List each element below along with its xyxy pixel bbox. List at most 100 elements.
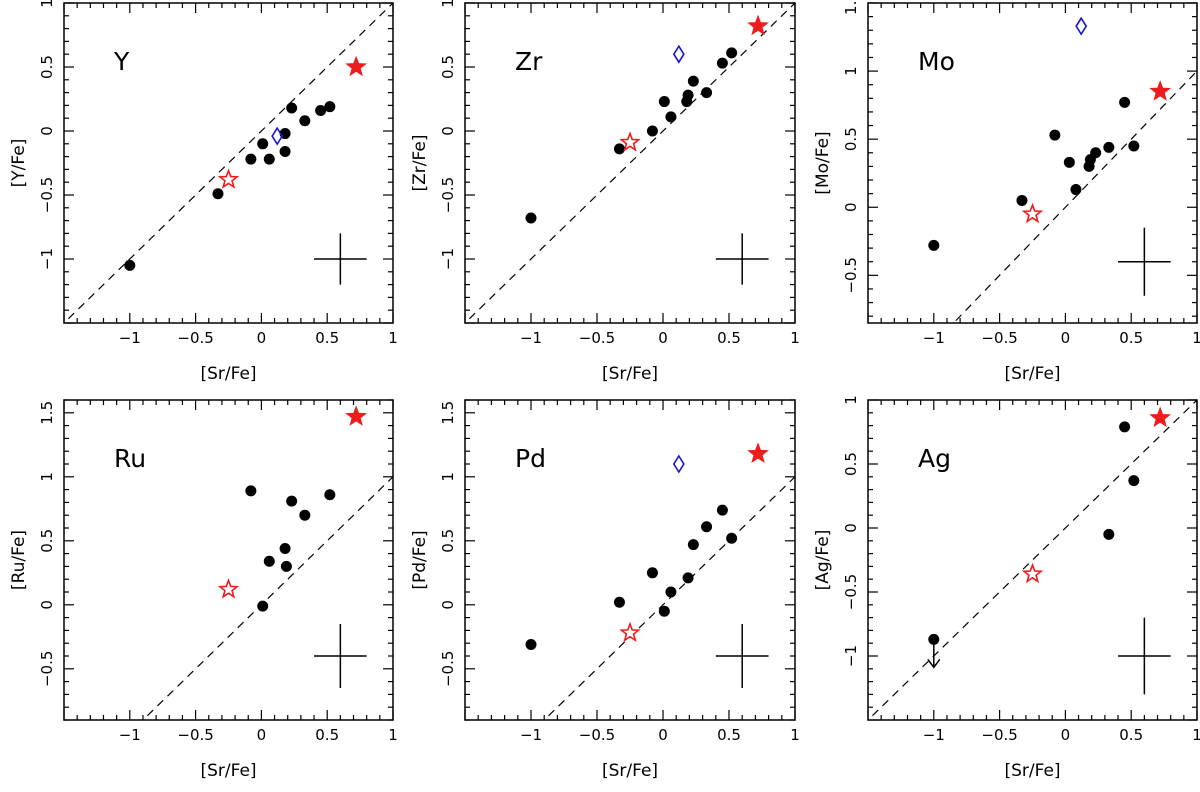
x-tick-label: −1 [923, 329, 945, 347]
data-point [658, 96, 670, 108]
open-star-point [619, 131, 641, 152]
x-tick-label: 0.5 [1119, 329, 1143, 347]
panel-ag: −1 −0.5 0 0.5 1 −1 −0.5 0 0.5 1 [Sr/Fe] [Ag/Fe] Ag [813, 395, 1200, 781]
x-axis-label: [Sr/Fe] [602, 364, 658, 384]
y-axis-label: [Mo/Fe] [813, 131, 833, 194]
x-tick-label: −0.5 [981, 329, 1017, 347]
x-tick-label: 1 [1192, 726, 1200, 744]
data-point [1103, 141, 1115, 153]
y-tick-label: 1 [38, 0, 56, 8]
error-bar [715, 233, 769, 285]
data-point [315, 105, 327, 117]
plot-frame [464, 2, 796, 324]
x-tick-label: 0 [257, 329, 267, 347]
filled-star-point [747, 442, 769, 464]
x-tick-label: 1 [388, 726, 398, 744]
panel-zr: −1 −0.5 0 0.5 1 −1 −0.5 0 0.5 1 [Sr/Fe] [Zr/Fe] Zr [410, 0, 800, 384]
data-point [324, 101, 336, 113]
x-axis-label: [Sr/Fe] [200, 364, 256, 384]
panel-y: −1 −0.5 0 0.5 1 −1 −0.5 0 0.5 1 [Sr/Fe] [Y/Fe] Y [9, 0, 398, 384]
x-axis-label: [Sr/Fe] [1004, 364, 1060, 384]
filled-star-point [1149, 80, 1172, 101]
data-point [646, 567, 658, 579]
y-tick-label: −1 [842, 645, 860, 667]
data-point [286, 495, 298, 507]
data-point [687, 539, 699, 551]
data-point [1119, 96, 1131, 108]
y-axis-label: [Pd/Fe] [410, 530, 430, 589]
panel-ru: −1 −0.5 0 0.5 1 −0.5 0 0.5 1 1.5 [Sr/Fe] [Ru/Fe] Ru [9, 399, 398, 781]
y-tick-label: 0 [439, 126, 457, 136]
data-point [212, 188, 224, 200]
data-point [665, 111, 677, 123]
x-tick-label: 0.5 [315, 726, 339, 744]
y-tick-label: −0.5 [439, 651, 457, 687]
data-point [279, 542, 291, 554]
one-to-one-line [868, 400, 1197, 720]
data-point [682, 89, 694, 101]
plot-frame [63, 2, 394, 324]
data-point [1070, 184, 1082, 196]
data-point [716, 504, 728, 516]
y-tick-label: 0 [842, 202, 860, 212]
y-tick-label: 1.5 [842, 0, 860, 15]
data-point [324, 489, 336, 501]
y-tick-label: 0.5 [439, 529, 457, 553]
y-tick-label: 1 [38, 472, 56, 482]
data-point [1103, 528, 1115, 540]
data-point [613, 143, 625, 155]
error-bar [715, 624, 769, 688]
y-axis-label: [Ag/Fe] [813, 530, 833, 591]
x-axis-label: [Sr/Fe] [200, 761, 256, 781]
y-tick-label: 1.5 [38, 401, 56, 425]
y-tick-label: −0.5 [842, 257, 860, 293]
data-point [257, 600, 269, 612]
y-tick-label: 0.5 [38, 55, 56, 79]
y-axis-label: [Y/Fe] [9, 139, 29, 188]
x-tick-label: 0.5 [1119, 726, 1143, 744]
filled-star-point [747, 14, 769, 36]
x-tick-label: 0 [1061, 329, 1071, 347]
panel-label: Y [113, 47, 130, 76]
panel-label: Mo [918, 47, 955, 76]
panel-pd: −1 −0.5 0 0.5 1 −0.5 0 0.5 1 1.5 [Sr/Fe] [Pd/Fe] Pd [410, 399, 800, 781]
data-point [257, 138, 269, 150]
data-point [701, 87, 713, 99]
data-point [928, 239, 940, 251]
y-tick-label: 1.5 [439, 401, 457, 425]
y-tick-label: −1 [38, 248, 56, 270]
y-tick-label: 0.5 [842, 127, 860, 151]
y-tick-label: 0 [439, 600, 457, 610]
x-tick-label: −1 [119, 329, 141, 347]
diamond-point [1075, 16, 1088, 36]
y-tick-label: 1 [842, 66, 860, 76]
data-point [682, 572, 694, 584]
data-point [1016, 194, 1028, 206]
data-point [658, 605, 670, 617]
panel-label: Ru [114, 444, 146, 473]
x-tick-label: 0 [1061, 726, 1071, 744]
data-point [1049, 129, 1061, 141]
data-point [1128, 140, 1140, 152]
data-point [124, 259, 136, 271]
x-tick-label: −1 [119, 726, 141, 744]
y-tick-label: −0.5 [38, 651, 56, 687]
x-tick-label: −0.5 [177, 726, 213, 744]
data-point [1063, 156, 1075, 168]
y-tick-label: 0.5 [842, 452, 860, 476]
one-to-one-line [952, 70, 1197, 323]
panel-mo: −1 −0.5 0 0.5 1 −0.5 0 0.5 1 1.5 [Sr/Fe] [Mo/Fe] Mo [813, 0, 1200, 384]
panel-label: Ag [918, 444, 951, 473]
one-to-one-line [142, 475, 393, 720]
data-point [701, 521, 713, 533]
x-tick-label: 0.5 [717, 329, 741, 347]
x-tick-label: −0.5 [579, 329, 615, 347]
x-tick-label: 1 [1192, 329, 1200, 347]
y-tick-label: 0.5 [38, 529, 56, 553]
data-point [286, 102, 298, 114]
data-point [1090, 147, 1102, 159]
one-to-one-line [64, 3, 393, 323]
error-bar [1118, 617, 1171, 695]
open-star-point [1021, 202, 1044, 224]
data-point [1119, 421, 1131, 433]
